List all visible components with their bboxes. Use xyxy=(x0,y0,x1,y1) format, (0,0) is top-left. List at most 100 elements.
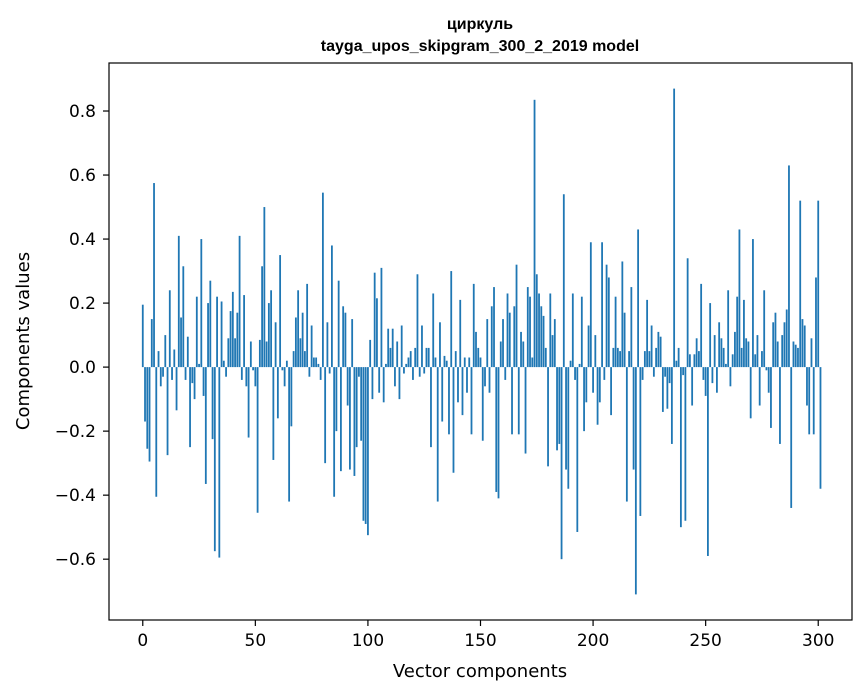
bar-10 xyxy=(164,335,167,368)
bar-35 xyxy=(220,301,223,368)
bar-203 xyxy=(598,367,601,403)
bar-0 xyxy=(141,304,144,368)
bar-261 xyxy=(729,367,732,387)
bar-109 xyxy=(387,328,390,368)
bar-167 xyxy=(517,367,520,435)
bar-67 xyxy=(292,351,295,368)
bar-196 xyxy=(583,367,585,432)
bar-284 xyxy=(781,335,784,368)
bar-299 xyxy=(815,277,817,368)
bar-96 xyxy=(358,367,360,377)
bar-56 xyxy=(267,303,270,368)
bar-281 xyxy=(774,312,777,368)
bar-151 xyxy=(481,367,484,441)
bar-248 xyxy=(700,283,703,368)
bar-187 xyxy=(562,194,565,368)
y-axis: −0.6 −0.4 −0.2 0.0 0.2 0.4 0.6 0.8 xyxy=(55,102,109,570)
bar-162 xyxy=(506,293,509,368)
bar-97 xyxy=(360,367,363,441)
bar-200 xyxy=(592,367,594,393)
bar-34 xyxy=(218,367,221,558)
bar-44 xyxy=(240,367,243,380)
bar-60 xyxy=(276,367,279,419)
bar-264 xyxy=(736,296,739,368)
bar-124 xyxy=(421,325,423,368)
bar-272 xyxy=(754,354,757,368)
bar-66 xyxy=(290,367,293,427)
bar-136 xyxy=(448,367,450,435)
bar-20 xyxy=(186,336,189,368)
bar-85 xyxy=(333,367,336,497)
bar-101 xyxy=(369,339,372,368)
bar-202 xyxy=(596,367,599,425)
bar-52 xyxy=(258,339,261,368)
bar-181 xyxy=(549,293,552,368)
bar-147 xyxy=(472,283,475,368)
bar-120 xyxy=(412,367,414,380)
bar-series xyxy=(141,88,822,595)
bar-183 xyxy=(553,319,556,368)
bar-257 xyxy=(720,338,723,368)
bar-274 xyxy=(758,367,761,406)
bar-232 xyxy=(664,367,667,377)
bar-234 xyxy=(668,367,671,384)
bar-214 xyxy=(623,312,626,368)
bar-156 xyxy=(493,287,495,368)
bar-259 xyxy=(725,363,727,368)
bar-14 xyxy=(173,349,176,368)
bar-188 xyxy=(565,367,567,470)
bar-285 xyxy=(783,322,786,368)
bar-43 xyxy=(238,235,241,368)
bar-81 xyxy=(324,367,327,464)
bar-51 xyxy=(256,367,259,513)
bar-191 xyxy=(571,293,574,368)
bar-1 xyxy=(144,367,146,422)
x-axis-label: Vector components xyxy=(393,661,567,682)
bar-204 xyxy=(601,242,603,368)
bar-301 xyxy=(819,367,822,489)
bar-130 xyxy=(434,357,437,368)
bar-249 xyxy=(702,367,705,380)
bar-290 xyxy=(794,344,797,368)
bar-15 xyxy=(175,367,178,411)
bar-158 xyxy=(497,367,500,499)
x-axis: 0 50 100 150 200 250 300 xyxy=(137,620,834,651)
bar-163 xyxy=(508,312,511,368)
y-tick-label: 0.0 xyxy=(69,358,96,378)
bar-4 xyxy=(150,319,153,368)
y-tick-label: −0.2 xyxy=(55,422,96,442)
bar-134 xyxy=(443,355,446,368)
bar-193 xyxy=(576,367,579,532)
bar-112 xyxy=(394,367,396,387)
bar-199 xyxy=(589,242,592,368)
bar-247 xyxy=(697,351,700,368)
bar-37 xyxy=(225,367,227,377)
bar-242 xyxy=(686,258,689,368)
x-tick-label: 100 xyxy=(352,631,384,651)
bar-182 xyxy=(551,335,554,368)
bar-41 xyxy=(234,338,236,368)
bar-246 xyxy=(695,338,698,368)
y-axis-label: Components values xyxy=(13,252,34,430)
y-tick-label: −0.6 xyxy=(55,550,96,570)
bar-6 xyxy=(155,367,158,497)
bar-231 xyxy=(661,367,664,412)
bar-270 xyxy=(749,367,752,419)
bar-225 xyxy=(648,351,651,368)
bar-129 xyxy=(432,293,435,368)
bar-12 xyxy=(168,290,171,368)
bar-157 xyxy=(495,367,498,492)
bar-184 xyxy=(556,367,558,451)
bar-296 xyxy=(808,367,811,435)
bar-269 xyxy=(747,341,750,368)
bar-250 xyxy=(704,367,707,396)
bar-176 xyxy=(538,293,540,368)
bar-288 xyxy=(790,367,793,508)
bar-211 xyxy=(616,347,619,368)
bar-63 xyxy=(283,367,286,387)
bar-267 xyxy=(743,299,745,368)
bar-77 xyxy=(315,357,318,368)
bar-150 xyxy=(479,357,482,368)
bar-123 xyxy=(418,367,421,377)
bar-32 xyxy=(213,367,216,552)
